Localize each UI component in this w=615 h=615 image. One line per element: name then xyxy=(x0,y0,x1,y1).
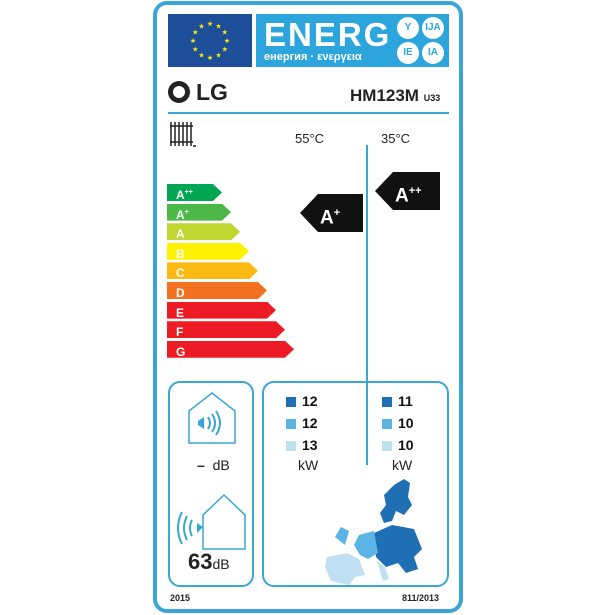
indoor-noise-value: – xyxy=(197,457,205,473)
power-value: 10 xyxy=(398,437,414,453)
scale-bar-7: E xyxy=(167,301,276,319)
model-number: HM123M xyxy=(350,86,419,105)
power-value: 12 xyxy=(302,415,318,431)
scale-bar-8: F xyxy=(167,321,285,339)
svg-text:★: ★ xyxy=(207,20,213,28)
climate-swatch xyxy=(382,397,392,407)
energy-header: ENERG енергия · ενεργεια Y IJA IE IA xyxy=(256,14,449,67)
power-value: 13 xyxy=(302,437,318,453)
scale-bar-3: A xyxy=(167,223,240,241)
model-name: HM123M U33 xyxy=(350,86,440,106)
lang-y: Y xyxy=(397,17,419,39)
climate-swatch xyxy=(286,419,296,429)
regulation-number: 811/2013 xyxy=(402,593,440,603)
energ-title: ENERG xyxy=(264,16,392,53)
energ-subtitle: енергия · ενεργεια xyxy=(264,51,362,63)
climate-swatch xyxy=(286,441,296,451)
radiator-icon xyxy=(168,120,198,155)
indoor-noise-unit: dB xyxy=(212,457,230,473)
unit-55: kW xyxy=(298,457,319,473)
unit-35: kW xyxy=(392,457,413,473)
power-value: 10 xyxy=(398,415,414,431)
power-value: 12 xyxy=(302,393,318,409)
temp-35: 35°C xyxy=(381,131,411,146)
svg-text:★: ★ xyxy=(192,29,198,37)
europe-climate-map-icon xyxy=(325,479,422,585)
lang-ie: IE xyxy=(397,42,419,64)
outdoor-noise-value: 63 xyxy=(188,549,213,574)
svg-text:★: ★ xyxy=(198,22,204,30)
svg-text:★: ★ xyxy=(215,52,221,60)
scale-bar-5: C xyxy=(167,262,258,280)
column-divider xyxy=(366,145,368,465)
outdoor-sound-icon xyxy=(177,493,246,550)
scale-bar-2: A+ xyxy=(167,203,231,221)
svg-text:★: ★ xyxy=(215,22,221,30)
brand-logo: LG xyxy=(196,79,228,105)
climate-swatch xyxy=(286,397,296,407)
model-suffix: U33 xyxy=(423,93,441,103)
svg-text:★: ★ xyxy=(222,29,228,37)
outdoor-noise-unit: dB xyxy=(212,556,230,572)
svg-text:★: ★ xyxy=(192,46,198,54)
lg-logo-icon xyxy=(168,81,190,103)
eu-flag-icon: ★ ★ ★ ★ ★ ★ ★ ★ ★ ★ ★ ★ xyxy=(168,14,252,67)
scale-bar-6: D xyxy=(167,282,267,299)
svg-text:★: ★ xyxy=(190,37,196,45)
climate-swatch xyxy=(382,441,392,451)
scale-bar-4: B xyxy=(167,242,249,260)
svg-text:★: ★ xyxy=(222,46,228,54)
power-value: 11 xyxy=(398,393,413,409)
label-year: 2015 xyxy=(170,593,191,603)
climate-swatch xyxy=(382,419,392,429)
lang-ia: IA xyxy=(422,42,444,64)
scale-bar-9: G xyxy=(167,340,294,358)
svg-text:★: ★ xyxy=(198,52,204,60)
svg-text:★: ★ xyxy=(224,37,230,45)
noise-box: – dB 63dB xyxy=(168,381,254,587)
lang-ija: IJA xyxy=(422,17,444,39)
temp-55: 55°C xyxy=(295,131,325,146)
label-frame xyxy=(153,1,463,613)
scale-bar-1: A++ xyxy=(167,184,222,201)
indoor-sound-icon xyxy=(188,392,236,444)
power-box: 12 12 13 11 10 10 kW kW xyxy=(262,381,449,587)
svg-text:★: ★ xyxy=(207,54,213,62)
divider xyxy=(168,112,449,114)
